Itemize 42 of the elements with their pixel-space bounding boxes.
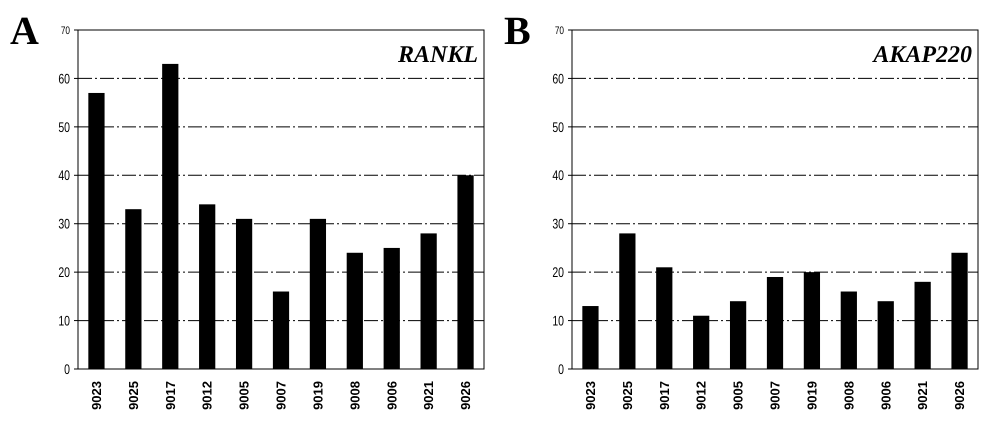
x-tick-label: 9005 bbox=[236, 381, 252, 410]
y-tick-label: 60 bbox=[58, 70, 70, 87]
x-tick-label: 9005 bbox=[730, 381, 746, 410]
x-tick-label: 9025 bbox=[126, 381, 141, 410]
x-tick-label: 9026 bbox=[952, 381, 968, 410]
y-tick-label: 30 bbox=[552, 216, 564, 232]
x-tick-label: 9017 bbox=[162, 381, 178, 410]
x-tick-label: 9012 bbox=[694, 381, 709, 410]
y-tick-label: 0 bbox=[558, 361, 564, 378]
y-tick-label: 10 bbox=[552, 313, 564, 329]
x-tick-label: 9008 bbox=[347, 381, 362, 410]
text: RANKL bbox=[396, 42, 478, 68]
y-tick-label: 50 bbox=[552, 119, 564, 136]
y-tick-label: 10 bbox=[58, 313, 70, 329]
y-tick-label: 20 bbox=[58, 264, 70, 280]
y-tick-label: 40 bbox=[552, 168, 564, 184]
x-tick-label: 9006 bbox=[878, 381, 894, 410]
y-tick-label: 70 bbox=[554, 24, 565, 38]
x-tick-label: 9023 bbox=[583, 381, 598, 410]
x-tick-label: 9021 bbox=[421, 381, 436, 410]
y-tick-label: 40 bbox=[58, 168, 70, 184]
x-tick-label: 9008 bbox=[841, 381, 856, 410]
text: A bbox=[10, 8, 39, 53]
y-tick-label: 60 bbox=[552, 70, 564, 87]
x-tick-label: 9007 bbox=[274, 381, 289, 410]
y-tick-label: 0 bbox=[64, 361, 70, 378]
y-tick-label: 30 bbox=[58, 216, 70, 232]
x-tick-label: 9025 bbox=[620, 381, 635, 410]
x-tick-label: 9012 bbox=[200, 381, 215, 410]
x-tick-label: 9019 bbox=[804, 381, 820, 410]
y-tick-label: 70 bbox=[60, 24, 71, 38]
x-tick-label: 9021 bbox=[915, 381, 930, 410]
x-tick-label: 9007 bbox=[768, 381, 783, 410]
text: B bbox=[504, 8, 531, 53]
text: AKAP220 bbox=[871, 42, 972, 68]
x-tick-label: 9006 bbox=[384, 381, 400, 410]
x-tick-label: 9017 bbox=[656, 381, 672, 410]
x-tick-label: 9023 bbox=[89, 381, 104, 410]
y-tick-label: 50 bbox=[58, 119, 70, 136]
x-tick-label: 9019 bbox=[310, 381, 326, 410]
y-tick-label: 20 bbox=[552, 264, 564, 280]
x-tick-label: 9026 bbox=[458, 381, 474, 410]
